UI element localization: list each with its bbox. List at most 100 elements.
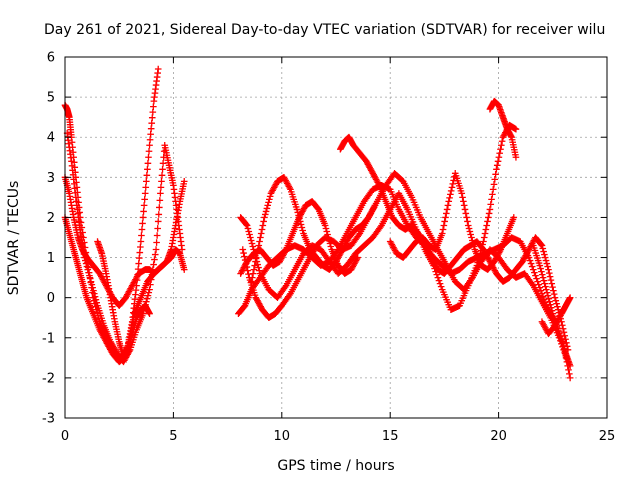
data-point [298, 224, 306, 231]
data-point [258, 226, 266, 233]
data-point [145, 147, 153, 155]
data-point [531, 269, 538, 276]
data-point [534, 278, 541, 285]
axis-ticks: 0 5 10 15 20 25 -3 -2 -1 0 1 2 3 4 5 6 [42, 51, 615, 445]
y-tick-label: -1 [42, 331, 55, 346]
data-point [262, 208, 270, 215]
x-tick-label: 15 [382, 429, 399, 444]
data-point [512, 153, 520, 161]
y-tick-label: 5 [47, 91, 55, 106]
data-point [489, 186, 497, 193]
data-point [146, 141, 153, 149]
data-point [465, 225, 473, 232]
data-point [459, 194, 466, 201]
data-point [282, 247, 289, 255]
data-point [322, 225, 330, 232]
data-point [449, 180, 457, 188]
y-tick-label: 1 [47, 251, 55, 266]
data-point [149, 108, 157, 116]
data-point [546, 273, 554, 280]
data-point [154, 218, 162, 225]
data-point [375, 180, 382, 188]
data-point [82, 260, 90, 267]
data-point [543, 289, 551, 296]
data-point [141, 196, 148, 203]
data-point [249, 243, 257, 250]
data-point [541, 280, 548, 287]
data-point [496, 149, 503, 157]
data-point [442, 210, 450, 217]
data-point [135, 260, 143, 267]
data-point [139, 214, 147, 221]
data-point [490, 181, 498, 188]
data-point [144, 159, 152, 167]
data-point [495, 153, 503, 161]
data-point [140, 208, 147, 215]
series-arc-1 [61, 65, 162, 366]
data-point [265, 199, 272, 206]
data-point [542, 283, 549, 290]
data-point [433, 271, 441, 278]
series-arc-10 [237, 198, 361, 277]
data-point [536, 262, 544, 269]
data-point [468, 234, 475, 241]
data-point [143, 178, 150, 185]
data-point [371, 202, 379, 209]
data-point [458, 190, 466, 197]
data-point [533, 275, 540, 282]
data-point [437, 283, 445, 290]
data-point [487, 201, 495, 208]
data-point [247, 237, 255, 244]
data-point [439, 226, 447, 233]
data-point [438, 230, 446, 237]
data-point [264, 202, 272, 209]
data-point [326, 240, 334, 247]
data-points [61, 65, 574, 382]
data-point [563, 339, 570, 347]
data-point [485, 210, 493, 217]
data-point [153, 239, 160, 246]
y-tick-label: -2 [42, 371, 55, 386]
data-point [146, 310, 153, 318]
data-point [90, 287, 97, 294]
data-point [541, 254, 549, 261]
data-point [489, 191, 496, 198]
data-point [86, 275, 94, 282]
data-point [538, 268, 545, 275]
y-tick-label: 6 [47, 51, 55, 66]
data-point [84, 266, 92, 273]
data-point [445, 198, 453, 205]
x-tick-label: 20 [490, 429, 507, 444]
data-point [323, 228, 331, 235]
data-point [144, 292, 152, 299]
data-point [158, 172, 166, 179]
data-point [565, 366, 572, 374]
data-point [247, 234, 254, 241]
data-point [528, 280, 536, 288]
data-point [544, 292, 552, 299]
y-tick-label: 4 [47, 131, 55, 146]
data-point [528, 263, 536, 270]
data-point [242, 221, 250, 228]
x-tick-label: 5 [169, 429, 177, 444]
data-point [91, 293, 99, 300]
data-point [82, 257, 89, 264]
data-point [545, 269, 553, 277]
data-point [86, 272, 93, 279]
data-point [484, 218, 491, 225]
y-tick-label: 2 [47, 211, 55, 226]
data-point [461, 206, 469, 213]
data-point [256, 267, 263, 274]
data-point [81, 254, 88, 261]
data-point [89, 284, 96, 291]
data-point [239, 246, 247, 253]
data-point [92, 296, 100, 303]
data-point [469, 240, 477, 247]
data-point [541, 251, 548, 258]
data-point [529, 266, 537, 273]
data-point [469, 237, 476, 244]
data-point [446, 194, 453, 202]
data-point [148, 119, 156, 127]
data-point [442, 214, 449, 221]
data-point [532, 272, 539, 279]
